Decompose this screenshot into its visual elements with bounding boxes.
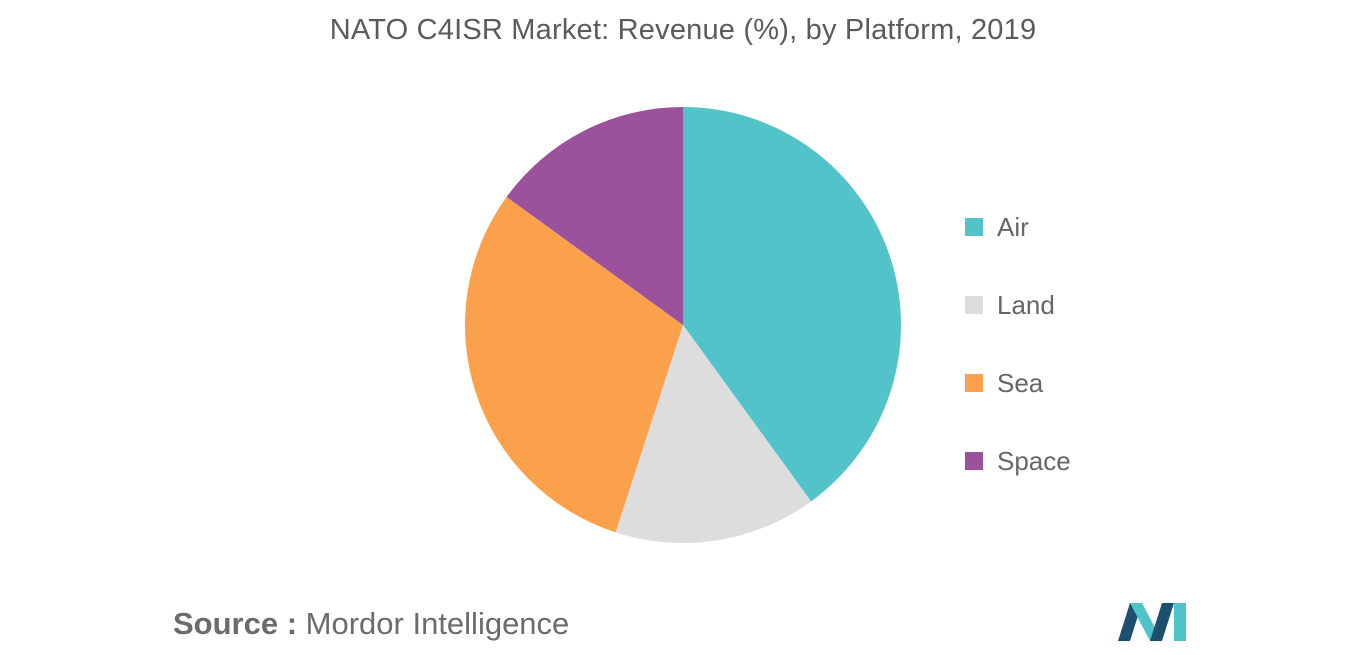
mordor-intelligence-logo — [1118, 603, 1186, 641]
chart-legend: Air Land Sea Space — [965, 188, 1071, 500]
legend-swatch-land — [965, 296, 983, 314]
legend-item-land: Land — [965, 266, 1071, 344]
legend-swatch-sea — [965, 374, 983, 392]
pie-slice-land — [615, 325, 812, 543]
legend-label-air: Air — [997, 211, 1029, 242]
source-note: Source : Mordor Intelligence — [173, 606, 569, 642]
legend-item-air: Air — [965, 188, 1071, 266]
legend-swatch-space — [965, 452, 983, 470]
logo-shape-mid-dark — [1150, 603, 1174, 641]
legend-item-sea: Sea — [965, 344, 1071, 422]
source-text: Mordor Intelligence — [305, 606, 570, 641]
legend-label-space: Space — [997, 445, 1071, 476]
pie-slice-space — [506, 106, 683, 325]
legend-swatch-air — [965, 218, 983, 236]
pie-slice-sea — [464, 196, 683, 533]
legend-label-sea: Sea — [997, 367, 1044, 398]
legend-label-land: Land — [997, 289, 1055, 320]
pie-slice-air — [683, 107, 901, 502]
chart-title: NATO C4ISR Market: Revenue (%), by Platf… — [329, 14, 1037, 46]
legend-item-space: Space — [965, 422, 1071, 500]
source-label: Source : — [173, 606, 298, 641]
logo-shape-right — [1174, 603, 1186, 641]
